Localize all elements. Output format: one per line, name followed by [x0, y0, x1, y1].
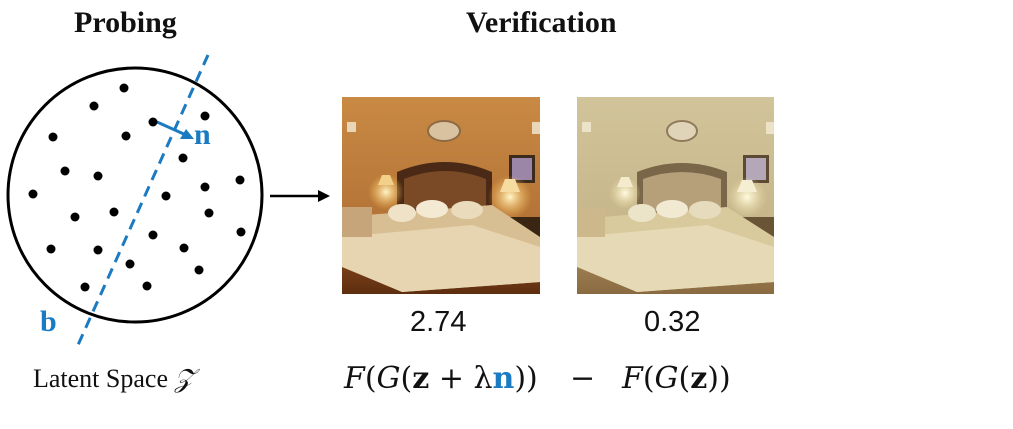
- latent-point: [28, 189, 38, 199]
- score-original: 0.32: [644, 306, 701, 338]
- latent-space-symbol: 𝒵: [174, 364, 195, 393]
- direction-arrowhead: [180, 129, 194, 139]
- boundary-label: b: [40, 305, 57, 338]
- latent-point: [60, 166, 70, 176]
- latent-point: [121, 131, 131, 141]
- latent-point: [178, 153, 188, 163]
- latent-point: [48, 132, 58, 142]
- score-edited: 2.74: [410, 306, 467, 338]
- arrow-right-icon: [270, 190, 330, 202]
- latent-point: [148, 230, 158, 240]
- formula-n: n: [492, 361, 515, 396]
- latent-point: [200, 111, 210, 121]
- latent-point: [204, 208, 214, 218]
- boundary-line: [76, 54, 210, 346]
- latent-point: [161, 191, 171, 201]
- latent-point: [179, 243, 189, 253]
- latent-point: [93, 171, 103, 181]
- latent-point: [70, 212, 80, 222]
- latent-point: [148, 117, 158, 127]
- latent-point: [89, 101, 99, 111]
- latent-point: [119, 83, 129, 93]
- latent-point: [236, 227, 246, 237]
- latent-point: [46, 244, 56, 254]
- formula-lambda: λ: [473, 361, 493, 396]
- latent-space-diagram: [6, 54, 264, 346]
- latent-point: [235, 175, 245, 185]
- latent-space-circle: [6, 66, 264, 324]
- formula-f-left: F: [344, 361, 365, 396]
- latent-point: [200, 182, 210, 192]
- formula-plus: +: [438, 361, 464, 396]
- formula-minus: −: [570, 361, 596, 396]
- formula-z-right: z: [690, 361, 708, 396]
- latent-point: [125, 259, 135, 269]
- formula-left: F(G(z + λn)): [344, 361, 538, 396]
- bedroom-image-original: [577, 97, 774, 294]
- formula-g-right: G: [654, 361, 679, 396]
- latent-space-text: Latent Space: [33, 364, 168, 393]
- latent-point: [142, 281, 152, 291]
- direction-label: n: [194, 118, 211, 151]
- latent-point: [93, 245, 103, 255]
- latent-point: [80, 282, 90, 292]
- latent-point: [109, 207, 119, 217]
- latent-point: [194, 265, 204, 275]
- formula-f-right: F: [622, 361, 643, 396]
- formula-right: F(G(z)): [622, 361, 731, 396]
- formula-g-left: G: [376, 361, 401, 396]
- verification-title: Verification: [466, 6, 617, 39]
- probing-title: Probing: [74, 6, 177, 39]
- bedroom-image-edited: [342, 97, 540, 294]
- formula-z-left: z: [412, 361, 430, 396]
- latent-space-label: Latent Space 𝒵: [33, 364, 194, 395]
- latent-points: [28, 83, 246, 292]
- direction-arrow-icon: [156, 120, 187, 137]
